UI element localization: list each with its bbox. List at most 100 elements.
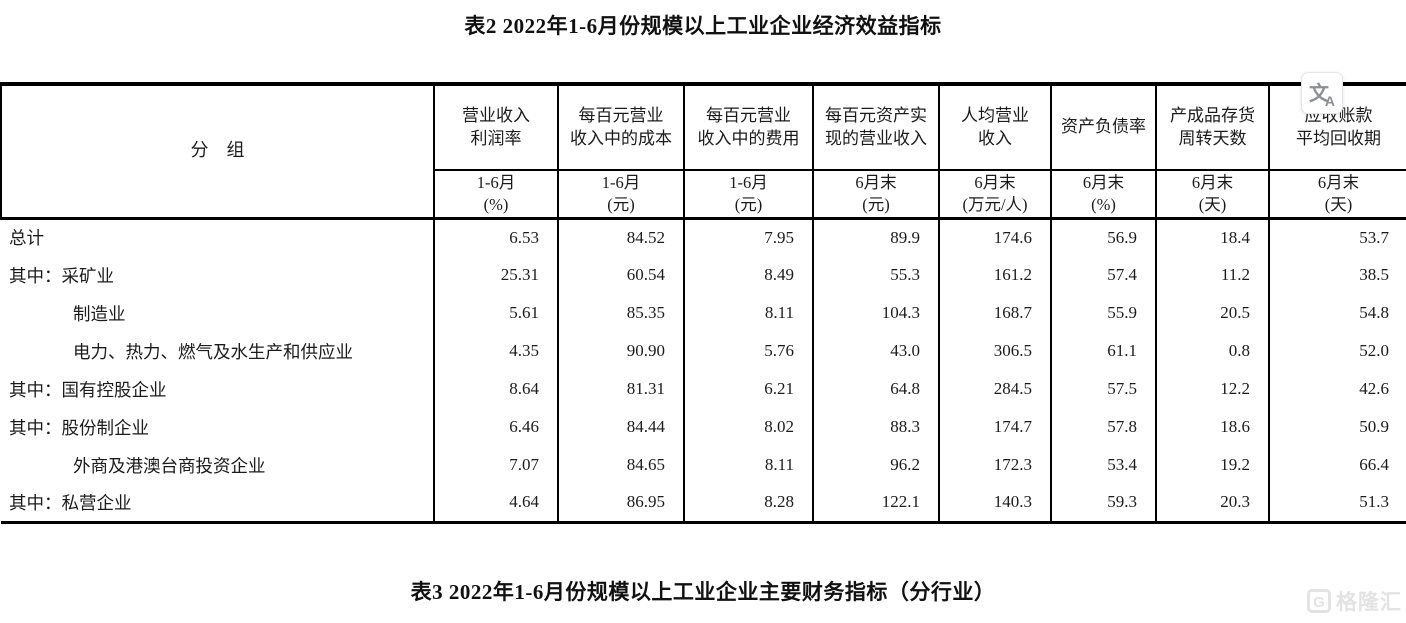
cell-value: 122.1: [812, 484, 939, 522]
cell-value: 81.31: [557, 370, 684, 408]
row-label: 外商及港澳台商投资企业: [73, 455, 266, 476]
row-label: 制造业: [73, 303, 126, 324]
row-label: 其中：私营企业: [9, 492, 132, 513]
table-row: 其中：国有控股企业 8.64 81.31 6.21 64.8 284.5 57.…: [1, 370, 1406, 408]
cell-value: 161.2: [938, 256, 1051, 294]
table-row: 制造业 5.61 85.35 8.11 104.3 168.7 55.9 20.…: [1, 294, 1406, 332]
cell-value: 42.6: [1268, 370, 1406, 408]
cell-value: 104.3: [812, 294, 939, 332]
column-header: 资产负债率: [1050, 84, 1156, 171]
cell-value: 57.8: [1050, 408, 1156, 446]
cell-value: 140.3: [938, 484, 1051, 522]
cell-value: 84.65: [557, 446, 684, 484]
column-subheader: 6月末 (%): [1050, 170, 1156, 220]
cell-value: 18.6: [1155, 408, 1269, 446]
header-row-period: 1-6月 (%) 1-6月 (元) 1-6月 (元) 6月末 (元) 6月末 (…: [1, 170, 1406, 220]
cell-value: 25.31: [433, 256, 558, 294]
cell-value: 66.4: [1268, 446, 1406, 484]
cell-value: 50.9: [1268, 408, 1406, 446]
cell-value: 7.07: [433, 446, 558, 484]
column-subheader: 6月末 (元): [812, 170, 939, 220]
cell-value: 12.2: [1155, 370, 1269, 408]
table-row: 其中：股份制企业 6.46 84.44 8.02 88.3 174.7 57.8…: [1, 408, 1406, 446]
cell-value: 6.53: [433, 218, 558, 256]
cell-value: 8.11: [683, 446, 813, 484]
table3-title: 表3 2022年1-6月份规模以上工业企业主要财务指标（分行业）: [410, 580, 996, 604]
column-subheader: 1-6月 (元): [683, 170, 813, 220]
table-row: 其中：采矿业 25.31 60.54 8.49 55.3 161.2 57.4 …: [1, 256, 1406, 294]
table-row: 外商及港澳台商投资企业 7.07 84.65 8.11 96.2 172.3 5…: [1, 446, 1406, 484]
cell-value: 64.8: [812, 370, 939, 408]
column-header: 人均营业 收入: [938, 84, 1051, 171]
column-subheader: 1-6月 (%): [433, 170, 558, 220]
cell-value: 8.64: [433, 370, 558, 408]
cell-value: 84.52: [557, 218, 684, 256]
cell-value: 4.64: [433, 484, 558, 522]
cell-value: 172.3: [938, 446, 1051, 484]
cell-value: 20.5: [1155, 294, 1269, 332]
cell-value: 11.2: [1155, 256, 1269, 294]
cell-value: 7.95: [683, 218, 813, 256]
cell-value: 55.9: [1050, 294, 1156, 332]
cell-value: 18.4: [1155, 218, 1269, 256]
column-header: 产成品存货 周转天数: [1155, 84, 1269, 171]
cell-value: 57.5: [1050, 370, 1156, 408]
cell-value: 57.4: [1050, 256, 1156, 294]
cell-value: 20.3: [1155, 484, 1269, 522]
table-row: 其中：私营企业 4.64 86.95 8.28 122.1 140.3 59.3…: [1, 484, 1406, 522]
translate-button[interactable]: 文 A: [1302, 73, 1342, 113]
column-header: 每百元营业 收入中的成本: [557, 84, 684, 171]
cell-value: 19.2: [1155, 446, 1269, 484]
cell-value: 284.5: [938, 370, 1051, 408]
cell-value: 96.2: [812, 446, 939, 484]
column-subheader: 6月末 (天): [1268, 170, 1406, 220]
gelonghui-logo-icon: G: [1307, 589, 1331, 613]
cell-value: 60.54: [557, 256, 684, 294]
cell-value: 8.49: [683, 256, 813, 294]
column-header: 每百元营业 收入中的费用: [683, 84, 813, 171]
cell-value: 4.35: [433, 332, 558, 370]
cell-value: 174.7: [938, 408, 1051, 446]
row-label: 电力、热力、燃气及水生产和供应业: [73, 341, 353, 362]
cell-value: 43.0: [812, 332, 939, 370]
cell-value: 86.95: [557, 484, 684, 522]
cell-value: 52.0: [1268, 332, 1406, 370]
cell-value: 85.35: [557, 294, 684, 332]
table-row: 电力、热力、燃气及水生产和供应业 4.35 90.90 5.76 43.0 30…: [1, 332, 1406, 370]
cell-value: 306.5: [938, 332, 1051, 370]
row-label: 其中：国有控股企业: [9, 379, 167, 400]
translate-icon-latin: A: [1324, 93, 1335, 109]
column-subheader: 6月末 (天): [1155, 170, 1269, 220]
cell-value: 89.9: [812, 218, 939, 256]
gelonghui-watermark: G 格隆汇: [1307, 586, 1402, 616]
cell-value: 174.6: [938, 218, 1051, 256]
cell-value: 5.61: [433, 294, 558, 332]
economic-indicators-table: 分 组 营业收入 利润率 每百元营业 收入中的成本 每百元营业 收入中的费用 每…: [0, 82, 1406, 524]
cell-value: 53.7: [1268, 218, 1406, 256]
cell-value: 8.11: [683, 294, 813, 332]
column-header-group: 分 组: [0, 84, 434, 220]
cell-value: 53.4: [1050, 446, 1156, 484]
header-row-main: 分 组 营业收入 利润率 每百元营业 收入中的成本 每百元营业 收入中的费用 每…: [0, 84, 1406, 220]
cell-value: 84.44: [557, 408, 684, 446]
table-row: 总计 6.53 84.52 7.95 89.9 174.6 56.9 18.4 …: [1, 218, 1406, 256]
table2-title: 表2 2022年1-6月份规模以上工业企业经济效益指标: [464, 14, 942, 38]
watermark-brand-text: 格隆汇: [1336, 591, 1402, 614]
cell-value: 90.90: [557, 332, 684, 370]
cell-value: 55.3: [812, 256, 939, 294]
row-label: 总计: [9, 228, 44, 249]
column-header: 每百元资产实 现的营业收入: [812, 84, 939, 171]
column-header: 营业收入 利润率: [433, 84, 558, 171]
cell-value: 88.3: [812, 408, 939, 446]
cell-value: 5.76: [683, 332, 813, 370]
translate-icon: 文: [1309, 83, 1329, 105]
cell-value: 168.7: [938, 294, 1051, 332]
cell-value: 59.3: [1050, 484, 1156, 522]
cell-value: 6.21: [683, 370, 813, 408]
cell-value: 38.5: [1268, 256, 1406, 294]
cell-value: 54.8: [1268, 294, 1406, 332]
row-label: 其中：采矿业: [9, 265, 114, 286]
cell-value: 61.1: [1050, 332, 1156, 370]
cell-value: 6.46: [433, 408, 558, 446]
row-label: 其中：股份制企业: [9, 417, 149, 438]
